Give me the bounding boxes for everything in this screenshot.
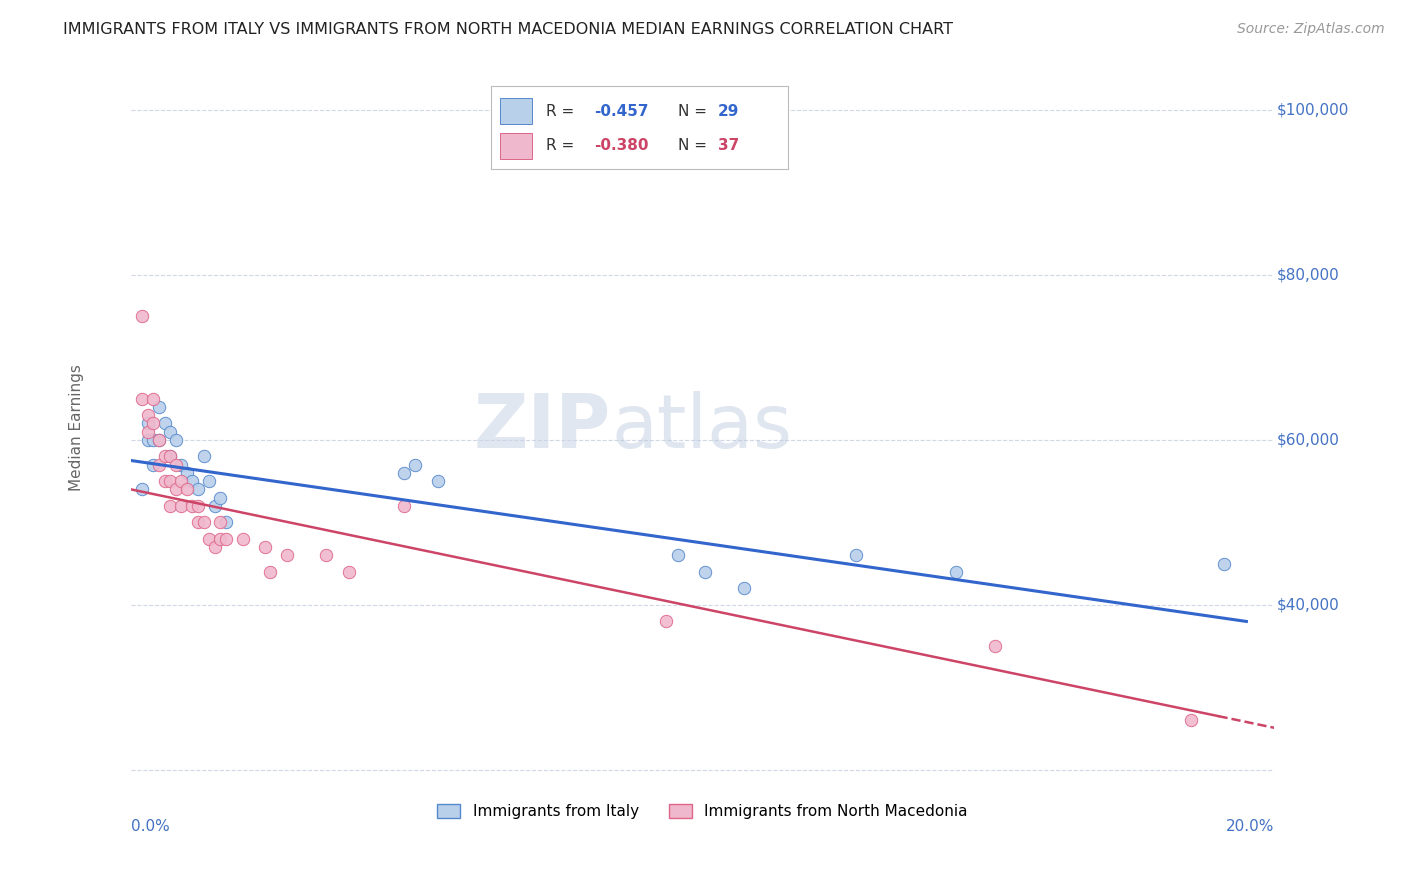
Point	[165, 458, 187, 472]
Point	[394, 499, 416, 513]
Point	[142, 417, 165, 431]
Point	[159, 474, 181, 488]
Point	[142, 458, 165, 472]
Point	[148, 433, 170, 447]
Point	[215, 532, 238, 546]
Point	[148, 433, 170, 447]
Point	[159, 425, 181, 439]
Point	[845, 549, 868, 563]
Point	[666, 549, 689, 563]
Point	[259, 565, 281, 579]
Point	[148, 400, 170, 414]
Point	[945, 565, 967, 579]
Point	[198, 474, 221, 488]
Text: 20.0%: 20.0%	[1226, 819, 1274, 834]
Point	[209, 532, 232, 546]
Text: R =: R =	[546, 103, 579, 119]
Point	[153, 474, 176, 488]
Point	[170, 474, 193, 488]
Point	[187, 499, 209, 513]
Point	[136, 408, 159, 422]
Point	[159, 450, 181, 464]
Text: 37: 37	[717, 138, 738, 153]
Text: $60,000: $60,000	[1277, 433, 1340, 448]
Point	[187, 483, 209, 497]
Point	[215, 516, 238, 530]
Text: ZIP: ZIP	[474, 391, 612, 464]
Text: 0.0%: 0.0%	[131, 819, 170, 834]
Point	[315, 549, 337, 563]
Point	[984, 639, 1007, 653]
Point	[695, 565, 717, 579]
Point	[170, 499, 193, 513]
Point	[153, 417, 176, 431]
Point	[181, 499, 204, 513]
Legend: Immigrants from Italy, Immigrants from North Macedonia: Immigrants from Italy, Immigrants from N…	[432, 798, 974, 825]
Text: IMMIGRANTS FROM ITALY VS IMMIGRANTS FROM NORTH MACEDONIA MEDIAN EARNINGS CORRELA: IMMIGRANTS FROM ITALY VS IMMIGRANTS FROM…	[63, 22, 953, 37]
Point	[209, 491, 232, 505]
Point	[136, 433, 159, 447]
Point	[176, 483, 198, 497]
Point	[176, 466, 198, 480]
Point	[193, 450, 215, 464]
FancyBboxPatch shape	[501, 133, 533, 159]
Point	[142, 433, 165, 447]
Point	[159, 499, 181, 513]
Point	[1180, 714, 1202, 728]
Text: atlas: atlas	[612, 391, 792, 464]
Point	[142, 392, 165, 406]
Point	[404, 458, 426, 472]
Point	[209, 516, 232, 530]
Point	[1213, 557, 1236, 571]
Text: 29: 29	[717, 103, 740, 119]
Point	[193, 516, 215, 530]
Text: N =: N =	[678, 138, 711, 153]
Point	[148, 458, 170, 472]
Point	[337, 565, 360, 579]
Text: R =: R =	[546, 138, 579, 153]
Text: Median Earnings: Median Earnings	[69, 364, 84, 491]
Point	[170, 458, 193, 472]
Point	[276, 549, 298, 563]
Text: Source: ZipAtlas.com: Source: ZipAtlas.com	[1237, 22, 1385, 37]
Point	[394, 466, 416, 480]
Point	[131, 392, 153, 406]
Point	[655, 615, 678, 629]
Point	[204, 540, 226, 554]
Text: N =: N =	[678, 103, 711, 119]
Point	[159, 450, 181, 464]
Point	[131, 483, 153, 497]
Point	[165, 433, 187, 447]
Text: $100,000: $100,000	[1277, 103, 1348, 117]
Point	[136, 425, 159, 439]
Point	[204, 499, 226, 513]
Point	[232, 532, 254, 546]
Point	[734, 582, 756, 596]
FancyBboxPatch shape	[501, 98, 533, 124]
Text: -0.380: -0.380	[595, 138, 648, 153]
Point	[181, 474, 204, 488]
Point	[253, 540, 276, 554]
FancyBboxPatch shape	[491, 87, 789, 169]
Point	[131, 309, 153, 323]
Point	[136, 417, 159, 431]
Point	[187, 516, 209, 530]
Text: -0.457: -0.457	[595, 103, 648, 119]
Point	[165, 483, 187, 497]
Point	[153, 450, 176, 464]
Point	[426, 474, 449, 488]
Point	[198, 532, 221, 546]
Text: $80,000: $80,000	[1277, 268, 1340, 283]
Text: $40,000: $40,000	[1277, 598, 1340, 613]
